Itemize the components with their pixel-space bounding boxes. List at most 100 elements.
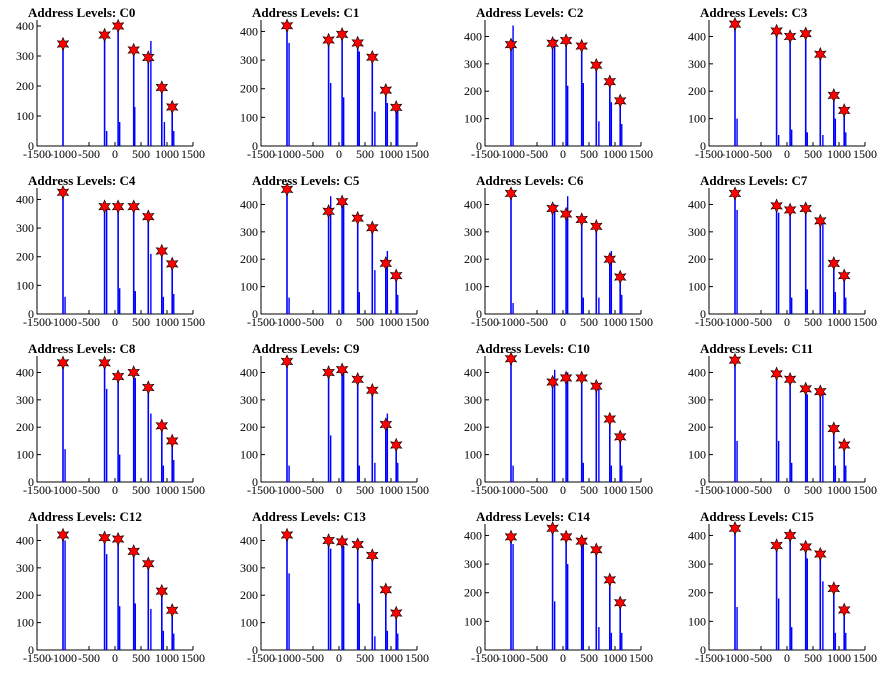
y-tick-label: 100 [688, 112, 706, 126]
peak-marker [603, 411, 617, 427]
peak-marker [837, 268, 851, 283]
panel-title: Address Levels: C13 [252, 509, 366, 524]
y-tick-label: 400 [464, 365, 482, 379]
x-tick-label: 0 [112, 483, 118, 497]
x-tick-label: 1500 [405, 147, 429, 161]
y-tick-label: 0 [700, 307, 706, 321]
peak-marker [770, 198, 783, 214]
peak-marker [142, 209, 155, 224]
peak-marker [546, 36, 559, 51]
panel-title: Address Levels: C6 [476, 173, 584, 188]
y-tick-label: 0 [476, 307, 482, 321]
peak-marker [728, 16, 742, 32]
peak-marker [814, 213, 827, 229]
x-tick-label: -1500 [471, 147, 499, 161]
y-tick-label: 200 [464, 252, 482, 266]
peak-marker [127, 365, 140, 380]
y-tick-label: 300 [688, 557, 706, 571]
x-tick-label: -1500 [695, 651, 723, 665]
y-tick-label: 300 [464, 393, 482, 407]
peak-marker [165, 256, 179, 272]
axes [260, 188, 417, 315]
peak-marker [111, 18, 125, 34]
y-tick-label: 0 [28, 139, 34, 153]
x-tick-label: 500 [356, 315, 374, 329]
panel-15: Address Levels: C15 0 100 200 300 400 -1500-10… [688, 509, 877, 665]
peak-marker [142, 556, 155, 571]
x-tick-label: 500 [356, 147, 374, 161]
peak-marker [613, 269, 627, 285]
x-tick-label: -500 [750, 651, 772, 665]
axes [260, 20, 417, 147]
x-tick-label: -500 [78, 651, 100, 665]
x-tick-label: -1000 [497, 483, 525, 497]
axes [260, 356, 417, 483]
axes [484, 524, 641, 651]
peak-marker [559, 370, 573, 386]
y-tick-label: 0 [476, 139, 482, 153]
y-tick-label: 100 [688, 448, 706, 462]
panel-9: Address Levels: C9 0 100 200 300 400 -1500-100… [240, 341, 429, 497]
y-tick-label: 100 [240, 280, 258, 294]
x-tick-label: -500 [526, 651, 548, 665]
peak-marker [603, 74, 617, 89]
x-tick-label: -1500 [23, 315, 51, 329]
y-tick-label: 200 [240, 588, 258, 602]
y-tick-label: 100 [16, 109, 34, 123]
peak-marker [142, 380, 155, 395]
peak-marker [504, 186, 518, 201]
peak-marker [613, 595, 627, 611]
x-tick-label: 1000 [155, 147, 179, 161]
panel-title: Address Levels: C5 [252, 173, 360, 188]
y-tick-label: 400 [688, 197, 706, 211]
peak-marker [165, 603, 179, 618]
peak-marker [111, 199, 125, 214]
x-tick-label: 1000 [603, 483, 627, 497]
panel-2: Address Levels: C2 0 100 200 300 400 -1500-100… [464, 5, 653, 161]
y-tick-label: 0 [700, 139, 706, 153]
y-tick-label: 400 [240, 533, 258, 547]
x-tick-label: 1500 [405, 315, 429, 329]
peak-marker [814, 384, 827, 399]
peak-marker [590, 219, 603, 234]
x-tick-label: 0 [560, 315, 566, 329]
y-tick-label: 300 [16, 49, 34, 63]
peak-marker [56, 527, 70, 543]
peak-marker [799, 201, 812, 216]
x-tick-label: 1500 [181, 483, 205, 497]
peak-marker [546, 201, 559, 216]
peak-marker [322, 533, 335, 548]
x-tick-label: 1500 [853, 147, 877, 161]
y-tick-label: 400 [16, 19, 34, 33]
x-tick-label: -500 [526, 483, 548, 497]
peak-marker [783, 29, 797, 44]
peak-marker [335, 194, 349, 209]
x-tick-label: -1000 [273, 147, 301, 161]
x-tick-label: 500 [804, 147, 822, 161]
peak-marker [770, 23, 783, 39]
x-tick-label: 0 [784, 315, 790, 329]
peak-marker [827, 581, 841, 596]
x-tick-label: -500 [750, 147, 772, 161]
x-tick-label: 1500 [629, 483, 653, 497]
axes [36, 20, 193, 147]
peak-marker [98, 27, 111, 43]
x-tick-label: 1500 [181, 147, 205, 161]
y-tick-label: 0 [700, 643, 706, 657]
peak-marker [559, 33, 573, 48]
peak-marker [111, 369, 125, 384]
x-tick-label: -1500 [247, 315, 275, 329]
peak-marker [366, 382, 379, 398]
x-tick-label: 1500 [853, 315, 877, 329]
peak-marker [155, 243, 169, 259]
x-tick-label: -500 [78, 483, 100, 497]
peak-marker [613, 93, 627, 109]
peak-marker [56, 355, 70, 371]
x-tick-label: 1000 [379, 147, 403, 161]
peak-marker [575, 212, 588, 227]
x-tick-label: -1500 [471, 483, 499, 497]
y-tick-label: 200 [16, 420, 34, 434]
y-tick-label: 100 [688, 614, 706, 628]
